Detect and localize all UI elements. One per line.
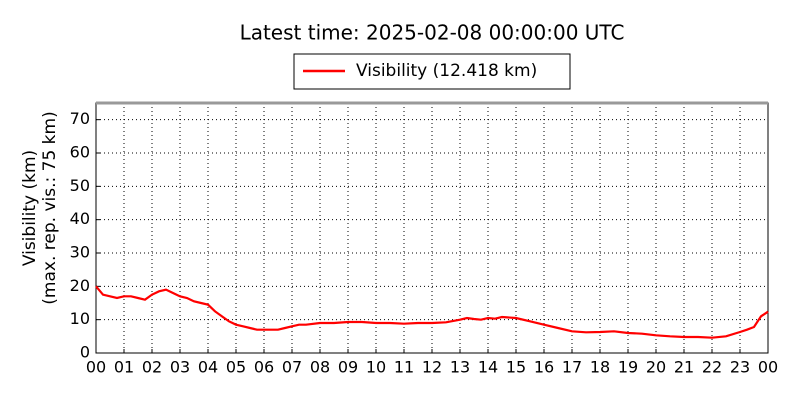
x-tick-label: 06 xyxy=(254,358,274,377)
y-tick-label: 70 xyxy=(70,109,90,128)
x-tick-label: 14 xyxy=(478,358,498,377)
x-tick-label: 17 xyxy=(562,358,582,377)
x-tick-label: 04 xyxy=(198,358,218,377)
x-tick-label: 21 xyxy=(674,358,694,377)
x-tick-label: 02 xyxy=(142,358,162,377)
x-tick-label: 03 xyxy=(170,358,190,377)
x-tick-label: 10 xyxy=(366,358,386,377)
x-tick-label: 08 xyxy=(310,358,330,377)
x-tick-label: 15 xyxy=(506,358,526,377)
x-tick-label: 22 xyxy=(702,358,722,377)
y-tick-label: 40 xyxy=(70,209,90,228)
y-tick-label: 10 xyxy=(70,309,90,328)
x-tick-label: 23 xyxy=(730,358,750,377)
y-tick-label: 50 xyxy=(70,176,90,195)
y-tick-label: 20 xyxy=(70,276,90,295)
y-tick-label: 0 xyxy=(80,343,90,362)
x-tick-label: 00 xyxy=(758,358,778,377)
x-tick-label: 13 xyxy=(450,358,470,377)
y-tick-label: 30 xyxy=(70,243,90,262)
y-axis-label: Visibility (km) xyxy=(20,150,40,266)
x-tick-label: 20 xyxy=(646,358,666,377)
y-axis-label: (max. rep. vis.: 75 km) xyxy=(40,111,60,304)
data-line xyxy=(95,285,769,339)
x-tick-label: 16 xyxy=(534,358,554,377)
x-tick-label: 01 xyxy=(114,358,134,377)
y-tick-label: 60 xyxy=(70,143,90,162)
x-tick-label: 11 xyxy=(394,358,414,377)
x-tick-label: 05 xyxy=(226,358,246,377)
legend-label: Visibility (12.418 km) xyxy=(356,61,537,81)
x-tick-label: 00 xyxy=(86,358,106,377)
x-tick-label: 07 xyxy=(282,358,302,377)
x-tick-label: 12 xyxy=(422,358,442,377)
x-tick-label: 19 xyxy=(618,358,638,377)
x-tick-label: 18 xyxy=(590,358,610,377)
x-tick-label: 09 xyxy=(338,358,358,377)
chart-title: Latest time: 2025-02-08 00:00:00 UTC xyxy=(240,21,625,45)
